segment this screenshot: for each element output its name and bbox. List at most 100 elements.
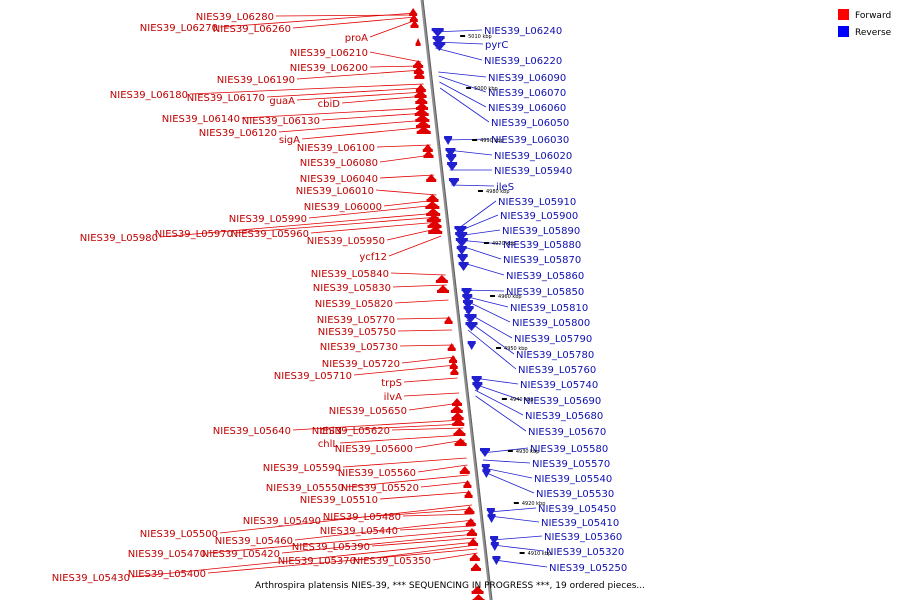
reverse-gene-label[interactable]: NIES39_L05450 <box>538 504 616 515</box>
reverse-gene-label[interactable]: NIES39_L06090 <box>488 73 566 84</box>
forward-gene-label[interactable]: chlN <box>320 426 342 437</box>
forward-gene-label[interactable]: ycf12 <box>359 252 387 263</box>
reverse-gene[interactable] <box>482 471 491 478</box>
forward-gene-body[interactable] <box>437 290 450 293</box>
forward-gene[interactable] <box>416 126 431 132</box>
reverse-gene-body[interactable] <box>481 464 490 467</box>
forward-gene-body[interactable] <box>459 471 470 474</box>
forward-gene-label[interactable]: NIES39_L05480 <box>323 512 401 523</box>
reverse-gene-label[interactable]: NIES39_L05860 <box>506 271 584 282</box>
reverse-gene-label[interactable]: NIES39_L05580 <box>530 444 608 455</box>
forward-gene-body[interactable] <box>425 206 440 209</box>
reverse-gene[interactable] <box>492 558 501 565</box>
reverse-gene-body[interactable] <box>467 341 476 344</box>
reverse-gene-body[interactable] <box>433 42 446 45</box>
forward-gene-label[interactable]: NIES39_L06100 <box>297 143 375 154</box>
forward-gene-body[interactable] <box>414 113 429 116</box>
reverse-gene-body[interactable] <box>482 469 491 472</box>
forward-gene-body[interactable] <box>416 125 431 128</box>
reverse-gene-label[interactable]: NIES39_L06050 <box>491 118 569 129</box>
reverse-gene[interactable] <box>479 450 490 457</box>
reverse-gene-body[interactable] <box>455 238 468 241</box>
forward-gene[interactable] <box>415 38 421 44</box>
reverse-gene-label[interactable]: NIES39_L05890 <box>502 226 580 237</box>
reverse-gene-label[interactable]: NIES39_L06240 <box>484 26 562 37</box>
forward-gene-label[interactable]: NIES39_L06190 <box>217 75 295 86</box>
reverse-gene[interactable] <box>431 30 444 37</box>
forward-gene-label[interactable]: NIES39_L06080 <box>300 158 378 169</box>
forward-gene[interactable] <box>465 518 476 524</box>
reverse-gene[interactable] <box>455 240 468 247</box>
forward-gene-body[interactable] <box>426 213 441 216</box>
forward-gene-label[interactable]: NIES39_L05990 <box>229 214 307 225</box>
forward-gene-label[interactable]: NIES39_L05440 <box>320 526 398 537</box>
forward-gene-label[interactable]: NIES39_L05460 <box>215 536 293 547</box>
forward-gene-label[interactable]: NIES39_L05520 <box>341 483 419 494</box>
forward-gene-label[interactable]: NIES39_L05960 <box>231 229 309 240</box>
forward-gene-label[interactable]: NIES39_L05640 <box>213 426 291 437</box>
reverse-gene-label[interactable]: NIES39_L05690 <box>523 396 601 407</box>
reverse-gene[interactable] <box>432 38 445 45</box>
forward-gene[interactable] <box>466 528 477 534</box>
forward-gene-label[interactable]: NIES39_L05600 <box>335 444 413 455</box>
forward-gene-label[interactable]: NIES39_L05650 <box>329 406 407 417</box>
forward-gene-body[interactable] <box>465 523 476 526</box>
forward-gene[interactable] <box>426 194 439 200</box>
reverse-gene[interactable] <box>446 156 457 163</box>
forward-gene-label[interactable]: NIES39_L05770 <box>317 315 395 326</box>
forward-gene-label[interactable]: NIES39_L05820 <box>315 299 393 310</box>
reverse-gene-body[interactable] <box>447 162 458 165</box>
forward-gene[interactable] <box>450 405 463 411</box>
forward-gene-body[interactable] <box>413 65 424 68</box>
forward-gene[interactable] <box>447 343 456 349</box>
forward-gene[interactable] <box>452 418 465 424</box>
forward-gene-label[interactable]: NIES39_L06130 <box>242 116 320 127</box>
reverse-gene[interactable] <box>447 164 458 171</box>
reverse-gene-label[interactable]: NIES39_L05530 <box>536 489 614 500</box>
forward-gene[interactable] <box>471 586 484 592</box>
forward-gene-label[interactable]: NIES39_L05400 <box>128 569 206 580</box>
reverse-gene-body[interactable] <box>456 246 467 249</box>
forward-gene[interactable] <box>450 367 459 373</box>
forward-gene-body[interactable] <box>469 558 480 561</box>
forward-gene-label[interactable]: NIES39_L05710 <box>274 371 352 382</box>
reverse-gene-body[interactable] <box>490 536 499 539</box>
forward-gene[interactable] <box>452 398 462 404</box>
forward-gene-body[interactable] <box>426 179 437 182</box>
forward-gene[interactable] <box>427 220 442 226</box>
reverse-gene-label[interactable]: NIES39_L05780 <box>516 350 594 361</box>
reverse-gene-body[interactable] <box>445 148 456 151</box>
reverse-gene-body[interactable] <box>455 232 468 235</box>
forward-gene[interactable] <box>415 102 428 108</box>
forward-gene-body[interactable] <box>444 321 453 324</box>
forward-gene-body[interactable] <box>423 155 434 158</box>
reverse-gene-label[interactable]: pyrC <box>485 40 508 51</box>
reverse-gene-label[interactable]: NIES39_L05670 <box>528 427 606 438</box>
reverse-gene[interactable] <box>456 248 467 255</box>
forward-gene[interactable] <box>414 90 427 96</box>
forward-gene[interactable] <box>415 96 428 102</box>
reverse-gene-label[interactable]: NIES39_L05870 <box>503 255 581 266</box>
reverse-gene-body[interactable] <box>461 288 472 291</box>
forward-gene-body[interactable] <box>449 366 458 369</box>
forward-gene-label[interactable]: proA <box>345 33 368 44</box>
reverse-gene-label[interactable]: NIES39_L06060 <box>488 103 566 114</box>
reverse-gene-label[interactable]: NIES39_L05900 <box>500 211 578 222</box>
reverse-gene-label[interactable]: NIES39_L05680 <box>525 411 603 422</box>
forward-gene[interactable] <box>426 174 437 180</box>
reverse-gene-label[interactable]: NIES39_L05570 <box>532 459 610 470</box>
reverse-gene-label[interactable]: NIES39_L05800 <box>512 318 590 329</box>
forward-gene-body[interactable] <box>450 410 463 413</box>
forward-gene-label[interactable]: NIES39_L06260 <box>213 24 291 35</box>
reverse-gene-label[interactable]: NIES39_L05910 <box>498 197 576 208</box>
reverse-gene[interactable] <box>461 290 472 297</box>
forward-gene-body[interactable] <box>409 13 418 16</box>
forward-gene[interactable] <box>459 466 470 472</box>
reverse-gene-label[interactable]: NIES39_L05880 <box>503 240 581 251</box>
forward-gene[interactable] <box>435 275 448 281</box>
forward-gene-label[interactable]: NIES39_L05830 <box>313 283 391 294</box>
reverse-gene[interactable] <box>465 324 478 331</box>
forward-gene-label[interactable]: cbiD <box>318 99 341 110</box>
gene-labels[interactable]: NIES39_L06280NIES39_L06270NIES39_L06260p… <box>52 12 627 584</box>
forward-gene[interactable] <box>444 316 453 322</box>
